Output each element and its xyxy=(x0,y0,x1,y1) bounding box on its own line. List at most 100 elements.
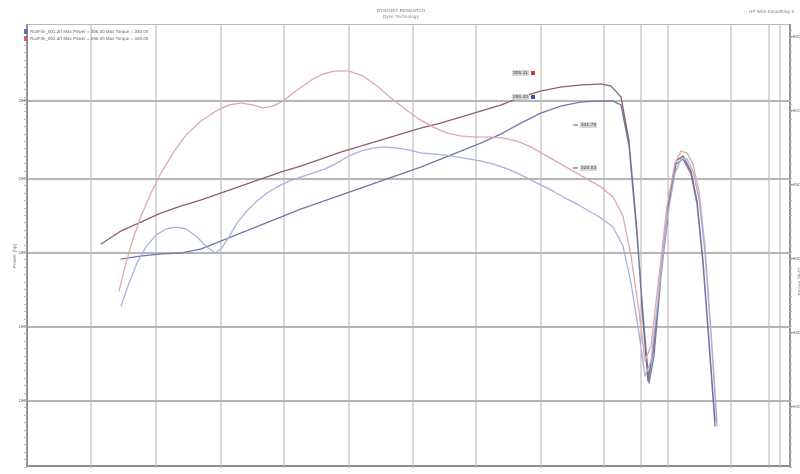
left-axis-minor-tick xyxy=(24,414,27,416)
left-axis-minor-tick xyxy=(24,222,27,224)
legend-item-run-2[interactable]: RunFile_002.drf Max Power = 296.00 Max T… xyxy=(24,35,148,41)
left-axis-minor-tick xyxy=(24,89,27,91)
right-axis-minor-tick xyxy=(789,215,792,216)
right-axis-minor-tick xyxy=(789,59,792,61)
left-axis-minor-tick xyxy=(24,178,27,179)
left-axis-minor-tick xyxy=(24,155,27,157)
left-axis-minor-tick xyxy=(24,59,27,61)
right-axis-tick-label: 250 xyxy=(793,182,800,187)
right-axis-minor-tick xyxy=(789,318,792,320)
right-axis-tick-mark xyxy=(789,406,794,407)
right-axis-minor-tick xyxy=(789,281,792,283)
callout-peak-power-run1[interactable]: 306.11 xyxy=(512,70,535,76)
right-axis-minor-tick xyxy=(789,429,792,431)
right-axis-tick-label: 150 xyxy=(793,330,800,335)
right-axis-minor-tick xyxy=(789,289,792,290)
left-axis-minor-tick xyxy=(24,326,27,327)
right-axis-minor-tick xyxy=(789,252,792,253)
series-line-torque-run-2 xyxy=(120,146,718,427)
left-axis-minor-tick xyxy=(24,459,27,461)
plot-area xyxy=(27,24,791,468)
right-axis-minor-tick xyxy=(789,192,792,194)
right-axis-minor-tick xyxy=(789,444,792,446)
right-axis-tick-mark xyxy=(789,36,794,37)
right-axis-minor-tick xyxy=(789,377,792,379)
left-axis-minor-tick xyxy=(24,52,27,54)
right-axis-minor-tick xyxy=(789,155,792,157)
left-axis-minor-tick xyxy=(24,451,27,453)
left-axis-minor-tick xyxy=(24,111,27,113)
left-axis-minor-tick xyxy=(24,237,27,239)
left-axis-minor-tick xyxy=(24,192,27,194)
callout-peak-power-run2[interactable]: 296.42 xyxy=(512,94,536,100)
right-axis-minor-tick xyxy=(789,237,792,239)
right-axis-minor-tick xyxy=(789,466,792,468)
left-axis-minor-tick xyxy=(24,318,27,320)
left-axis-minor-tick xyxy=(24,170,27,172)
header-smoothing-info: HP With Smoothing 4 xyxy=(749,9,794,14)
callout-value-peak-torque-run2: 328.03 xyxy=(580,165,598,171)
left-axis-tick-mark xyxy=(22,100,27,101)
left-axis-minor-tick xyxy=(24,118,27,120)
right-axis-minor-tick xyxy=(789,74,792,76)
legend-label-run-1: RunFile_001.drf Max Power = 306.00 Max T… xyxy=(30,28,149,34)
right-axis-minor-tick xyxy=(789,355,792,357)
left-axis-minor-tick xyxy=(24,466,27,468)
left-axis-minor-tick xyxy=(24,370,27,372)
legend-item-run-1[interactable]: RunFile_001.drf Max Power = 306.00 Max T… xyxy=(24,28,148,34)
left-axis-minor-tick xyxy=(24,185,27,187)
left-axis-minor-tick xyxy=(24,207,27,209)
callout-marker-peak-torque-run1 xyxy=(573,124,578,126)
left-axis-minor-tick xyxy=(24,244,27,246)
right-axis-minor-tick xyxy=(789,266,792,268)
right-axis-minor-tick xyxy=(789,200,792,202)
legend-swatch-run-1 xyxy=(24,28,28,34)
left-axis-minor-tick xyxy=(24,303,27,305)
left-axis-minor-tick xyxy=(24,296,27,298)
right-axis-tick-mark xyxy=(789,184,794,185)
right-axis-minor-tick xyxy=(789,407,792,409)
right-axis-minor-tick xyxy=(789,385,792,387)
callout-marker-peak-power-run2 xyxy=(531,95,536,99)
right-axis-minor-tick xyxy=(789,340,792,342)
callout-peak-torque-run2[interactable]: 328.03 xyxy=(573,165,598,171)
right-axis-minor-tick xyxy=(789,229,792,231)
right-axis-tick-mark xyxy=(789,332,794,333)
left-axis-minor-tick xyxy=(24,200,27,202)
right-axis-minor-tick xyxy=(789,52,792,54)
right-axis-minor-tick xyxy=(789,141,792,142)
right-axis-minor-tick xyxy=(789,170,792,172)
right-axis-minor-tick xyxy=(789,30,792,31)
series-line-torque-run-1 xyxy=(118,70,718,422)
left-axis-minor-tick xyxy=(24,74,27,76)
header-title: DYNOJET RESEARCH xyxy=(376,8,426,13)
left-axis-minor-tick xyxy=(24,348,27,350)
left-axis-minor-tick xyxy=(24,259,27,261)
left-axis-minor-tick xyxy=(24,81,27,83)
left-axis-minor-tick xyxy=(24,44,27,46)
left-axis-minor-tick xyxy=(24,311,27,313)
left-axis-minor-tick xyxy=(24,104,27,105)
left-axis-minor-tick xyxy=(24,355,27,357)
left-axis-title: Power (hp) xyxy=(12,243,17,268)
callout-value-peak-power-run1: 306.11 xyxy=(512,70,529,76)
left-axis-minor-tick xyxy=(24,363,27,364)
right-axis-minor-tick xyxy=(789,348,792,350)
series-line-power-run-2 xyxy=(120,100,716,427)
callout-marker-peak-torque-run2 xyxy=(573,167,578,169)
callout-peak-torque-run1[interactable]: 341.75 xyxy=(573,122,598,128)
right-axis-minor-tick xyxy=(789,81,792,83)
left-axis-minor-tick xyxy=(24,281,27,283)
right-axis-minor-tick xyxy=(789,111,792,113)
right-axis-minor-tick xyxy=(789,133,792,135)
right-axis-minor-tick xyxy=(789,178,792,179)
callout-value-peak-power-run2: 296.42 xyxy=(512,94,530,100)
right-axis-minor-tick xyxy=(789,274,792,276)
right-axis-minor-tick xyxy=(789,163,792,165)
right-axis-minor-tick xyxy=(789,126,792,128)
right-axis-minor-tick xyxy=(789,414,792,416)
right-axis-minor-tick xyxy=(789,392,792,394)
left-axis-minor-tick xyxy=(24,400,27,401)
right-axis-minor-tick xyxy=(789,44,792,46)
right-axis-tick-mark xyxy=(789,258,794,259)
